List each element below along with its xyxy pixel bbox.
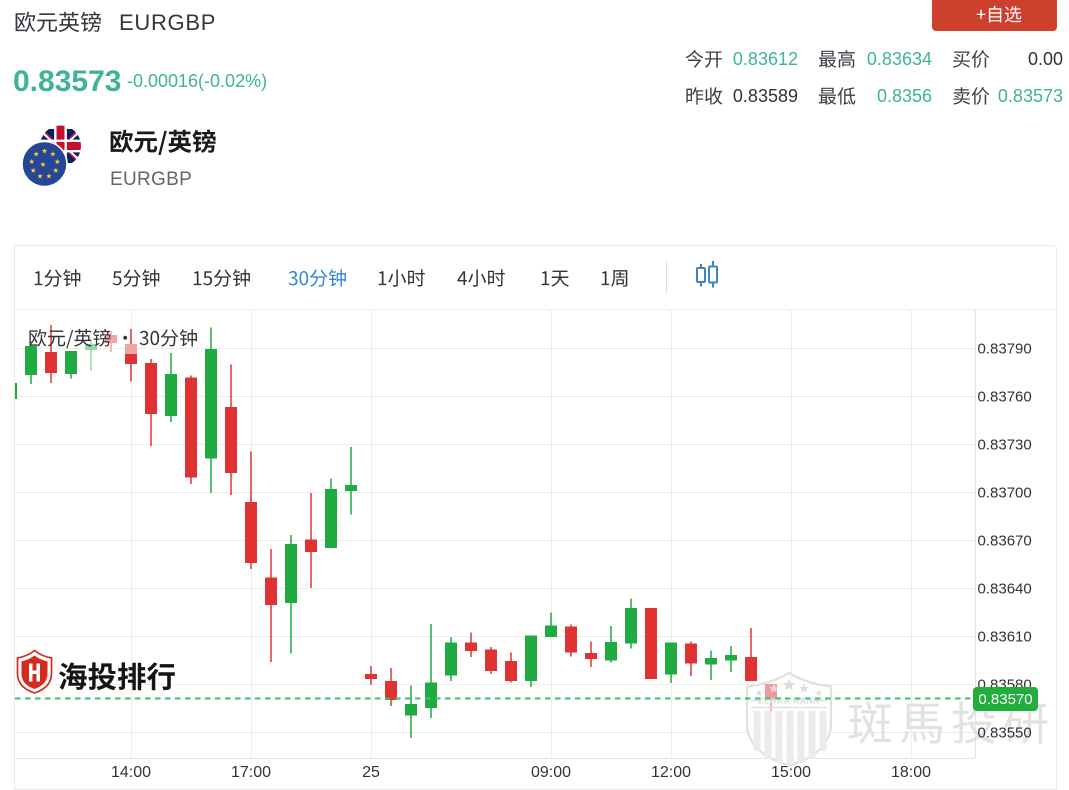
svg-text:14:00: 14:00 xyxy=(111,764,151,781)
svg-text:0.83730: 0.83730 xyxy=(978,437,1032,454)
svg-text:12:00: 12:00 xyxy=(651,764,691,781)
svg-text:0.83790: 0.83790 xyxy=(978,341,1032,358)
svg-text:0.83610: 0.83610 xyxy=(978,629,1032,646)
svg-text:0.83670: 0.83670 xyxy=(978,533,1032,550)
svg-text:ZEBRA RANK: ZEBRA RANK xyxy=(758,696,820,706)
svg-text:09:00: 09:00 xyxy=(531,764,571,781)
svg-text:25: 25 xyxy=(362,764,380,781)
svg-text:0.83700: 0.83700 xyxy=(978,485,1032,502)
svg-text:18:00: 18:00 xyxy=(891,764,931,781)
svg-text:15:00: 15:00 xyxy=(771,764,811,781)
svg-text:0.83640: 0.83640 xyxy=(978,581,1032,598)
svg-text:0.83570: 0.83570 xyxy=(978,691,1032,708)
svg-text:17:00: 17:00 xyxy=(231,764,271,781)
svg-text:0.83760: 0.83760 xyxy=(978,389,1032,406)
svg-text:0.83550: 0.83550 xyxy=(978,725,1032,742)
